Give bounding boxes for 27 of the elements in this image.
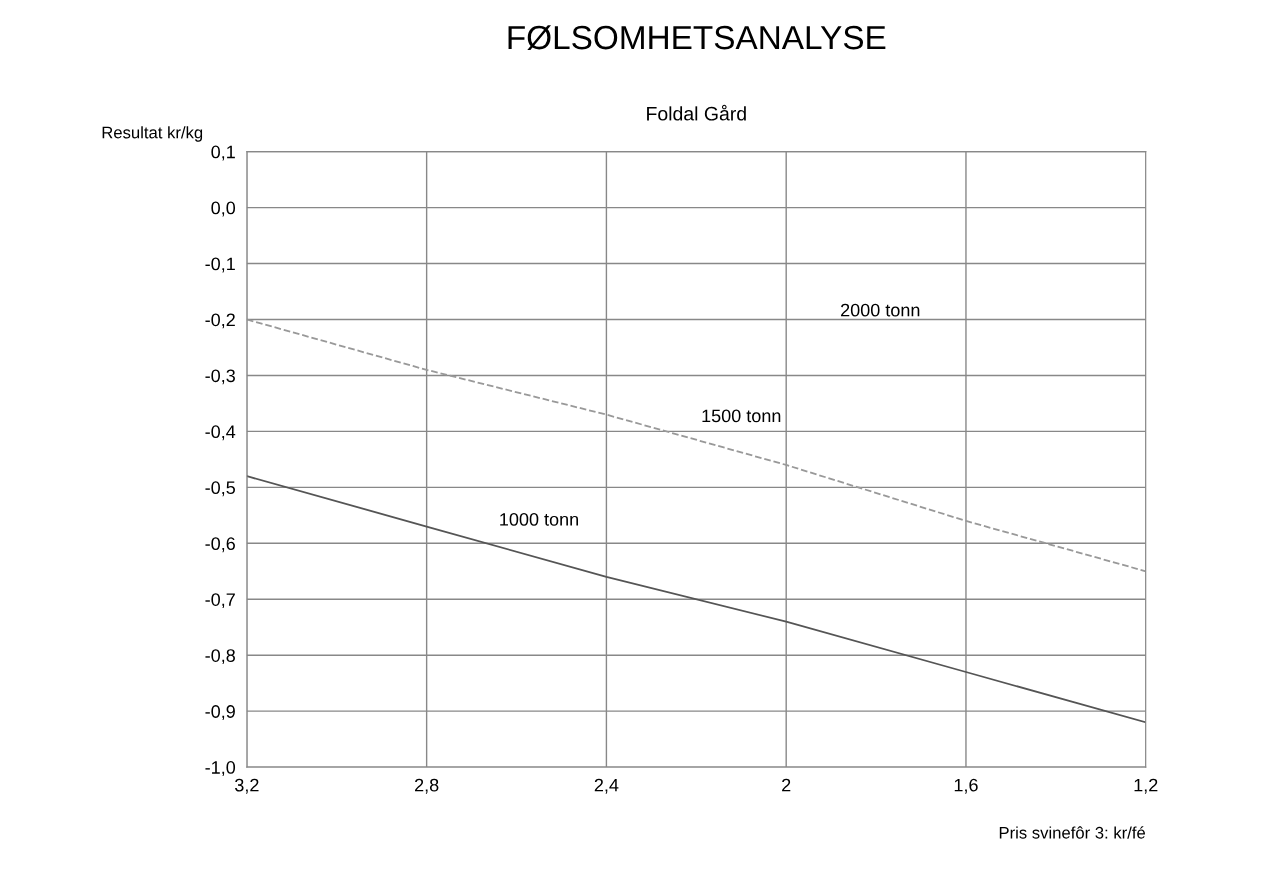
y-tick-label: -0,2	[205, 313, 235, 329]
y-tick-label: -0,6	[205, 537, 235, 553]
x-tick-label: 1,2	[1134, 778, 1158, 794]
y-axis-title: Resultat kr/kg	[102, 126, 203, 142]
chart-title: FØLSOMHETSANALYSE	[508, 25, 886, 50]
y-tick-label: 0,0	[211, 201, 236, 217]
y-tick-label: -0,3	[205, 369, 235, 385]
series-label: 1000 tonn	[500, 512, 578, 526]
chart-subtitle: Foldal Gård	[647, 104, 746, 121]
x-tick-label: 3,2	[235, 778, 259, 794]
x-axis-title: Pris svinefôr 3: kr/fé	[999, 826, 1145, 839]
line-series	[246, 475, 1146, 724]
y-tick-label: -1,0	[205, 761, 236, 776]
y-tick-label: -0,8	[205, 649, 235, 665]
annotation: 2000 tonn	[841, 303, 920, 317]
y-tick-label: -0,4	[205, 425, 236, 441]
y-tick-label: -0,7	[205, 593, 235, 609]
line-series	[246, 318, 1146, 573]
x-tick-label: 2,8	[415, 778, 439, 794]
x-tick-label: 2,4	[594, 778, 619, 794]
x-tick-label: 1,6	[954, 778, 978, 794]
y-tick-label: 0,1	[211, 145, 235, 161]
series-label: 1500 tonn	[702, 409, 781, 423]
y-tick-label: -0,1	[205, 257, 235, 273]
y-tick-label: -0,5	[205, 481, 235, 497]
x-tick-label: 2	[782, 778, 791, 792]
y-tick-label: -0,9	[205, 705, 235, 721]
